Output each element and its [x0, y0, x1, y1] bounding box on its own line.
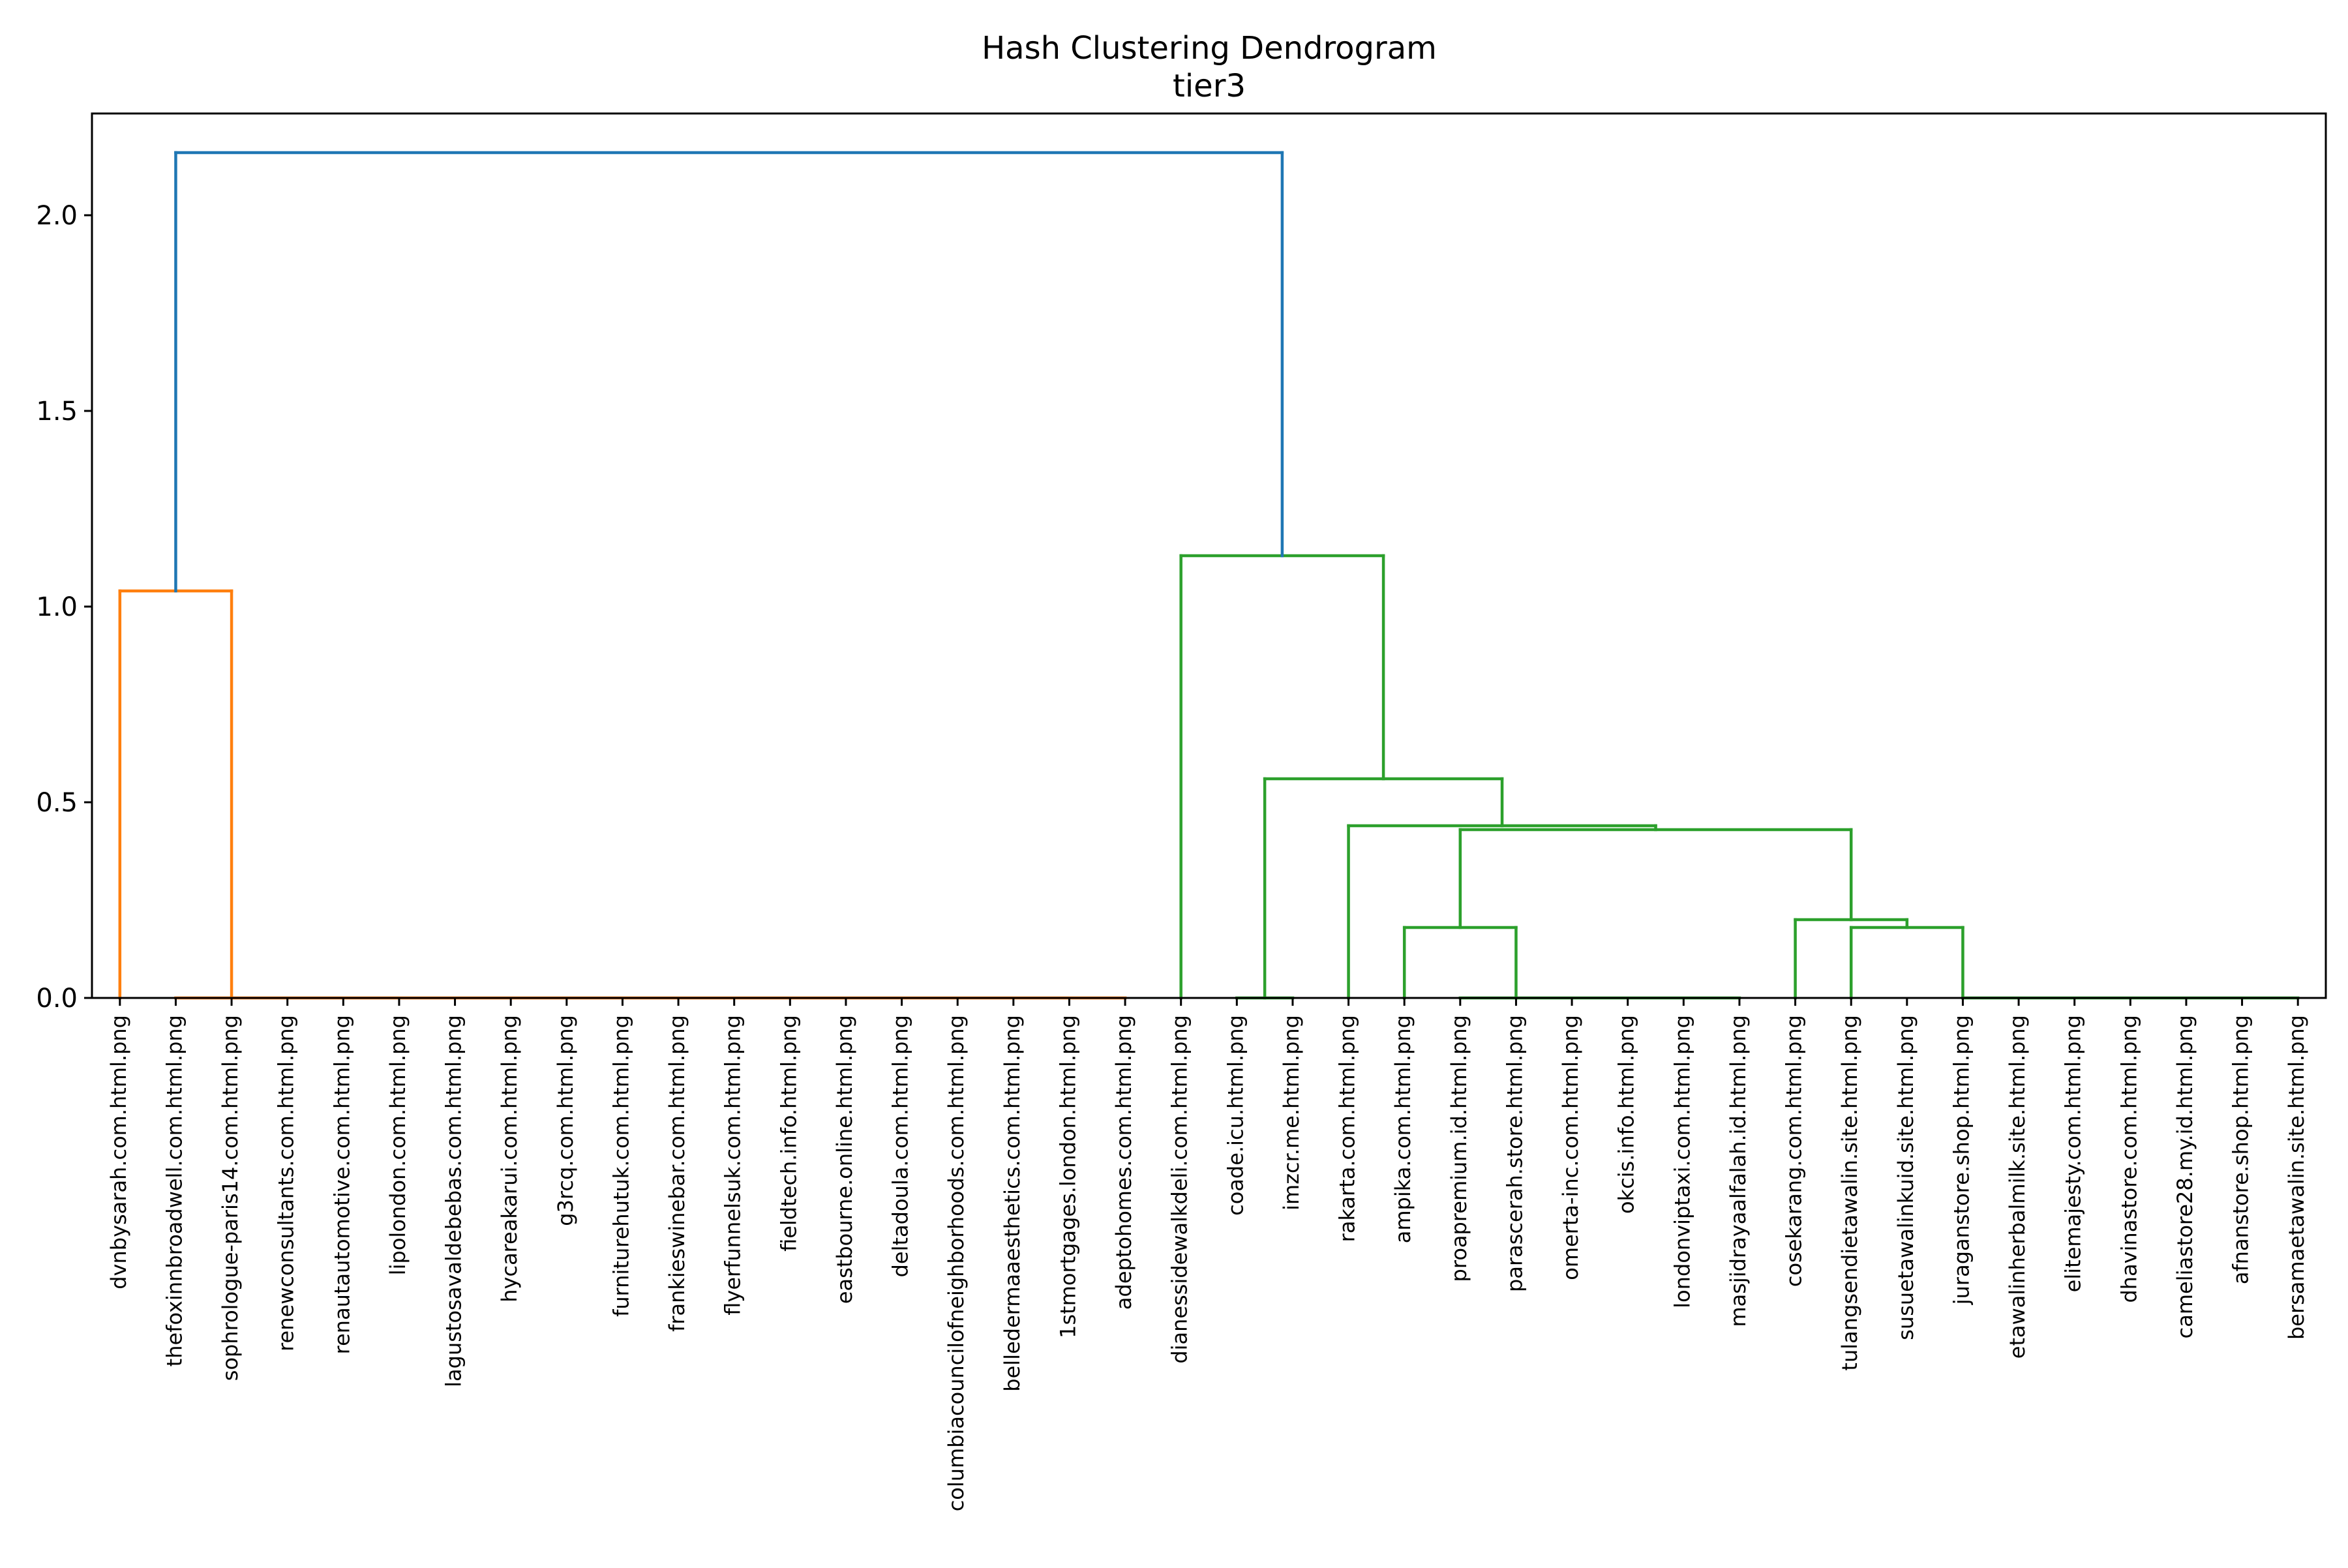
leaf-label: adeptohomes.com.html.png: [1111, 1015, 1136, 1310]
y-axis: 0.0 0.5 1.0 1.5 2.0: [36, 201, 92, 1014]
leaf-label: frankieswinebar.com.html.png: [665, 1015, 689, 1332]
leaf-label: dvnbysarah.com.html.png: [106, 1015, 131, 1289]
leaf-label: g3rcq.com.html.png: [553, 1015, 578, 1226]
leaf-label: bersamaetawalin.site.html.png: [2284, 1015, 2309, 1340]
leaf-label: masjidrayaalfalah.id.html.png: [1726, 1015, 1751, 1327]
leaf-label: etawalinherbalmilk.site.html.png: [2005, 1015, 2030, 1359]
leaf-label: 1stmortgages.london.html.png: [1055, 1015, 1080, 1338]
leaf-label: elitemajesty.com.html.png: [2061, 1015, 2086, 1292]
leaf-label: furniturehutuk.com.html.png: [609, 1015, 633, 1317]
leaf-label: ampika.com.html.png: [1391, 1015, 1415, 1243]
leaf-label: imzcr.me.html.png: [1279, 1015, 1304, 1211]
chart-title: Hash Clustering Dendrogram: [982, 30, 1437, 67]
leaf-label: parascerah.store.html.png: [1502, 1015, 1527, 1292]
leaf-label: afnanstore.shop.html.png: [2229, 1015, 2253, 1284]
leaf-label: lipolondon.com.html.png: [385, 1015, 410, 1275]
y-tick-label: 0.5: [36, 788, 78, 818]
leaf-label: londonviptaxi.com.html.png: [1670, 1015, 1694, 1308]
leaf-label: deltadoula.com.html.png: [888, 1015, 913, 1277]
leaf-label: renautautomotive.com.html.png: [329, 1015, 354, 1354]
leaf-label: thefoxinnbroadwell.com.html.png: [162, 1015, 187, 1366]
leaf-label: cosekarang.com.html.png: [1782, 1015, 1807, 1287]
leaf-label: renewconsultants.com.html.png: [274, 1015, 299, 1351]
leaf-label: cameliastore28.my.id.html.png: [2173, 1015, 2197, 1338]
y-tick-label: 0.0: [36, 984, 78, 1014]
leaf-label: flyerfunnelsuk.com.html.png: [721, 1015, 745, 1316]
leaf-label: columbiacouncilofneighborhoods.com.html.…: [944, 1015, 969, 1511]
chart-subtitle: tier3: [1173, 68, 1246, 104]
y-tick-label: 2.0: [36, 201, 78, 231]
leaf-label: dianessidewalkdeli.com.html.png: [1167, 1015, 1192, 1364]
x-axis: dvnbysarah.com.html.png thefoxinnbroadwel…: [106, 998, 2309, 1511]
y-tick-label: 1.0: [36, 592, 78, 622]
leaf-label: proapremium.id.html.png: [1447, 1015, 1471, 1282]
leaf-label: tulangsendietawalin.site.html.png: [1837, 1015, 1862, 1371]
leaf-label: juraganstore.shop.html.png: [1949, 1015, 1974, 1305]
plot-frame: [91, 112, 2327, 999]
leaf-label: belledermaaesthetics.com.html.png: [1000, 1015, 1025, 1392]
leaf-label: susuetawalinkuid.site.html.png: [1893, 1015, 1918, 1340]
leaf-label: omerta-inc.com.html.png: [1558, 1015, 1583, 1280]
leaf-label: hycareakarui.com.html.png: [497, 1015, 522, 1303]
leaf-label: eastbourne.online.html.png: [832, 1015, 857, 1304]
leaf-label: sophrologue-paris14.com.html.png: [218, 1015, 243, 1381]
y-tick-label: 1.5: [36, 397, 78, 427]
leaf-label: dhavinastore.com.html.png: [2116, 1015, 2141, 1303]
leaf-label: fieldtech.info.html.png: [776, 1015, 801, 1252]
leaf-label: okcis.info.html.png: [1614, 1015, 1639, 1214]
leaf-label: rakarta.com.html.png: [1335, 1015, 1360, 1242]
leaf-label: lagustosavaldebebas.com.html.png: [442, 1015, 466, 1387]
leaf-label: coade.icu.html.png: [1223, 1015, 1248, 1216]
